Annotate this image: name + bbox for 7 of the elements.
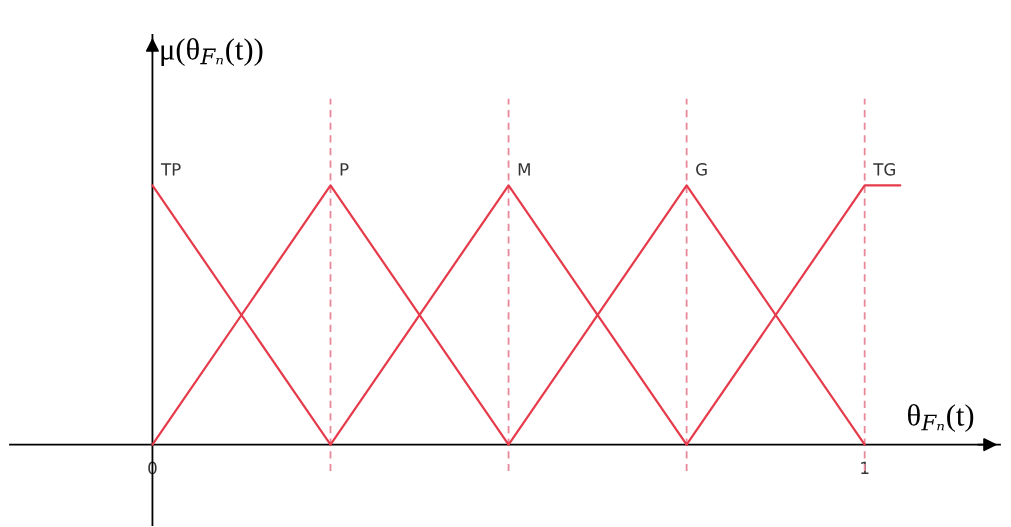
series-label: G [696, 163, 707, 176]
y-axis-title: μ(θ$_{Fₙ}$(t)) [161, 38, 263, 66]
series-label: TG [873, 163, 895, 176]
series-label: TP [160, 163, 181, 176]
series-label: P [340, 163, 349, 176]
x-axis-title: θ$_{Fₙ}$(t) [907, 404, 974, 432]
series-label: M [518, 163, 530, 176]
